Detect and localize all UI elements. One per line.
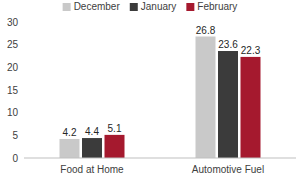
y-tick-label: 10 [7,107,19,118]
legend: December January February [63,1,238,12]
y-tick-label: 20 [7,62,19,73]
legend-swatch [63,3,71,11]
bars [60,37,261,158]
data-label: 22.3 [241,45,261,56]
x-tick-label: Food at Home [60,164,124,175]
data-label: 26.8 [196,25,216,36]
legend-swatch [130,3,138,11]
y-tick-label: 30 [7,17,19,28]
y-tick-label: 15 [7,85,19,96]
legend-label: February [197,1,237,12]
data-label: 5.1 [108,123,122,134]
x-axis [24,158,296,159]
data-label: 4.4 [85,126,99,137]
x-tick-label: Automotive Fuel [192,164,264,175]
legend-label: December [74,1,121,12]
bar [241,57,261,158]
bar [218,51,238,158]
bar [196,37,216,158]
y-tick-label: 0 [12,153,18,164]
data-label: 23.6 [218,39,238,50]
legend-item: December [63,1,121,12]
data-label: 4.2 [63,127,77,138]
y-tick-label: 25 [7,39,19,50]
bar [60,139,80,158]
legend-swatch [186,3,194,11]
legend-item: February [186,1,237,12]
y-tick-label: 5 [12,130,18,141]
chart: 0 5 10 15 20 25 30 4.2 26.8 4.4 23.6 5.1 22.3 Food at… [0,0,300,184]
legend-item: January [130,1,177,12]
legend-label: January [141,1,177,12]
bar [82,138,102,158]
bar [105,135,125,158]
data-labels: 4.2 26.8 4.4 23.6 5.1 22.3 [63,25,261,138]
